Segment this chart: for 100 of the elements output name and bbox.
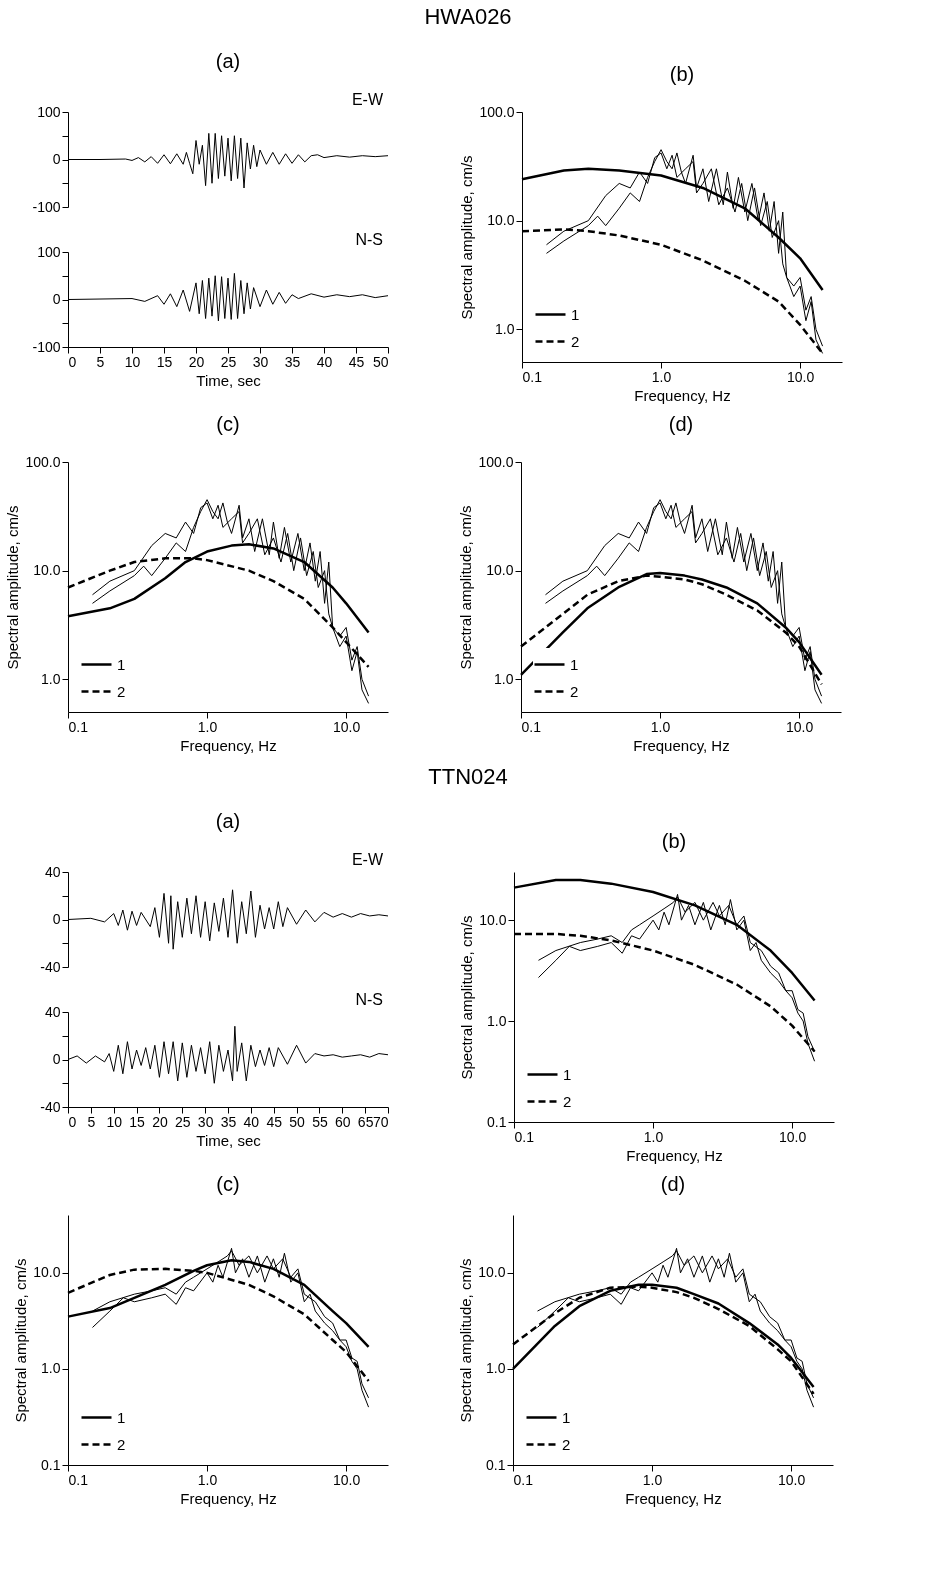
x-tick-label: 0 [68,1113,77,1130]
chart-title: (c) [216,1173,240,1195]
x-tick-label: 20 [188,353,205,370]
legend-label: 2 [117,682,126,700]
x-tick-label: 30 [197,1113,214,1130]
y-tick-label: -40 [40,958,61,975]
y-axis-title: Spectral amplitude, cm/s [4,505,22,670]
x-tick-label: 70 [372,1113,389,1130]
legend-label: 1 [562,1408,571,1426]
x-tick-label: 25 [175,1113,191,1130]
chart-title: (d) [668,413,694,435]
legend-label: 2 [563,1092,572,1110]
y-tick-label: 1.0 [486,1360,506,1377]
y-axis-title: Spectral amplitude, cm/s [12,1258,30,1423]
y-tick-label: 100.0 [479,103,515,120]
text: E-W [351,91,384,108]
y-tick-label: 40 [44,863,61,880]
x-tick-label: 35 [220,1113,237,1130]
x-axis-title: Frequency, Hz [633,736,730,754]
x-axis-title: Frequency, Hz [625,1489,722,1507]
legend-label: 2 [117,1435,126,1453]
legend-label: 2 [570,682,579,700]
y-tick-label: -100 [32,198,61,215]
x-tick-label: 15 [156,353,173,370]
x-axis-title: Frequency, Hz [626,1146,723,1164]
x-tick-label: 45 [348,353,365,370]
x-axis-title: Time, sec [196,371,262,389]
x-axis-title: Time, sec [196,1131,262,1149]
text: E-W [351,851,384,868]
x-tick-label: 0.1 [68,718,89,735]
y-tick-label: 100.0 [25,453,61,470]
y-tick-label: 1.0 [41,1360,61,1377]
y-axis-title: Spectral amplitude, cm/s [458,915,476,1080]
x-tick-label: 1.0 [642,1471,663,1488]
x-tick-label: 25 [220,353,237,370]
x-tick-label: 0.1 [522,368,543,385]
y-tick-label: -100 [32,338,61,355]
y-tick-label: 0 [52,911,61,927]
y-axis-title: Spectral amplitude, cm/s [458,155,476,320]
legend-label: 2 [562,1435,571,1453]
x-tick-label: 0.1 [513,1471,534,1488]
y-tick-label: 1.0 [41,670,61,687]
legend-label: 1 [571,305,580,323]
y-tick-label: 40 [44,1003,61,1020]
y-tick-label: 0 [52,291,61,307]
x-tick-label: 50 [289,1113,306,1130]
y-tick-label: 10.0 [486,562,514,579]
x-tick-label: 0 [68,353,77,370]
x-tick-label: 10.0 [333,718,361,735]
y-tick-label: 0.1 [41,1456,61,1473]
y-tick-label: 100 [37,103,61,120]
x-tick-label: 1.0 [650,718,671,735]
text: N-S [355,231,383,248]
x-tick-label: 5 [87,1113,96,1130]
x-tick-label: 40 [243,1113,260,1130]
y-tick-label: 100 [37,243,61,260]
x-tick-label: 20 [152,1113,168,1130]
x-tick-label: 35 [284,353,301,370]
x-tick-label: 1.0 [643,1128,664,1145]
x-tick-label: 65 [357,1113,374,1130]
chart-title: (a) [215,50,241,72]
x-tick-label: 10.0 [787,368,815,385]
y-tick-label: 100.0 [478,453,514,470]
chart-title: (b) [661,830,687,852]
y-tick-label: 1.0 [495,320,515,337]
x-tick-label: 50 [372,353,389,370]
chart-title: (c) [216,413,240,435]
legend-label: 1 [563,1065,572,1083]
x-axis-title: Frequency, Hz [634,386,731,404]
x-tick-label: 0.1 [514,1128,535,1145]
x-tick-label: 1.0 [197,1471,218,1488]
x-tick-label: 60 [335,1113,351,1130]
y-axis-title: Spectral amplitude, cm/s [457,505,475,670]
x-tick-label: 1.0 [651,368,672,385]
y-tick-label: 10.0 [478,1264,506,1281]
chart-title: (b) [669,63,695,85]
x-tick-label: 10 [106,1113,123,1130]
x-tick-label: 0.1 [521,718,542,735]
y-tick-label: 1.0 [494,670,514,687]
legend-label: 1 [117,655,126,673]
text: TTN024 [428,763,508,789]
legend-label: 1 [117,1408,126,1426]
text: N-S [355,991,383,1008]
x-tick-label: 10 [124,353,141,370]
x-axis-title: Frequency, Hz [180,1489,277,1507]
x-tick-label: 40 [316,353,333,370]
x-tick-label: 10.0 [779,1128,807,1145]
x-tick-label: 15 [129,1113,146,1130]
chart-title: (d) [660,1173,686,1195]
x-tick-label: 10.0 [778,1471,806,1488]
x-tick-label: 10.0 [333,1471,361,1488]
text: HWA026 [424,3,512,29]
y-tick-label: 0 [52,1051,61,1067]
y-tick-label: 1.0 [487,1012,507,1029]
x-tick-label: 45 [266,1113,283,1130]
x-tick-label: 55 [312,1113,328,1130]
x-tick-label: 1.0 [197,718,218,735]
x-tick-label: 30 [252,353,269,370]
x-tick-label: 5 [96,353,105,370]
chart-title: (a) [215,810,241,832]
